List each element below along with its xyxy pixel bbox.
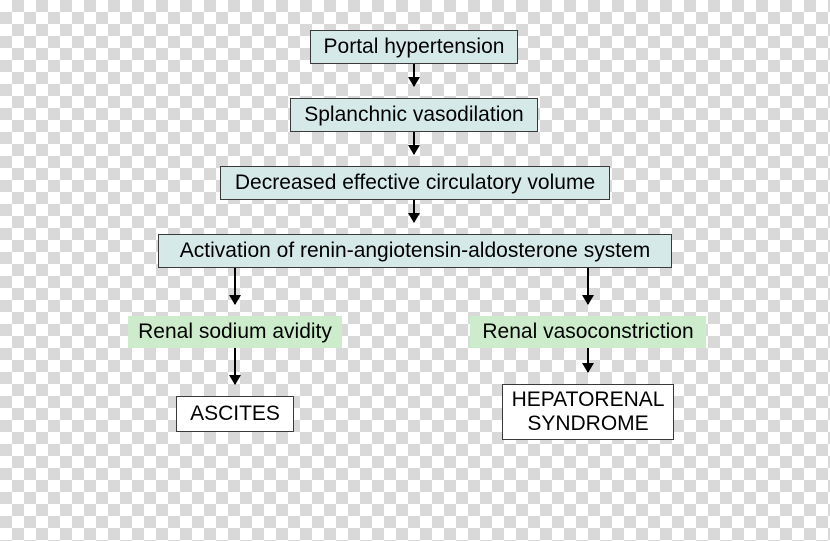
arrow-down-icon [587, 348, 589, 372]
node-ascites: ASCITES [176, 396, 294, 432]
flowchart-stage: Portal hypertension Splanchnic vasodilat… [0, 0, 830, 541]
node-label: Renal vasoconstriction [482, 320, 693, 344]
arrow-down-icon [413, 64, 415, 86]
node-splanchnic-vasodilation: Splanchnic vasodilation [290, 98, 538, 132]
node-hepatorenal-syndrome: HEPATORENAL SYNDROME [502, 384, 674, 440]
node-renal-sodium-avidity: Renal sodium avidity [128, 316, 342, 348]
node-label: HEPATORENAL SYNDROME [512, 388, 665, 436]
arrow-down-icon [234, 348, 236, 384]
node-label: Portal hypertension [324, 35, 505, 59]
node-portal-hypertension: Portal hypertension [310, 30, 518, 64]
node-label: ASCITES [190, 402, 280, 426]
arrow-down-icon [587, 268, 589, 304]
arrow-down-icon [413, 200, 415, 222]
node-decreased-volume: Decreased effective circulatory volume [220, 166, 610, 200]
node-raas-activation: Activation of renin-angiotensin-aldoster… [158, 234, 672, 268]
node-label: Renal sodium avidity [138, 320, 332, 344]
arrow-down-icon [413, 132, 415, 154]
node-renal-vasoconstriction: Renal vasoconstriction [470, 316, 706, 348]
node-label: Decreased effective circulatory volume [235, 171, 595, 195]
arrow-down-icon [234, 268, 236, 304]
node-label: Activation of renin-angiotensin-aldoster… [180, 239, 650, 263]
node-label: Splanchnic vasodilation [304, 103, 523, 127]
